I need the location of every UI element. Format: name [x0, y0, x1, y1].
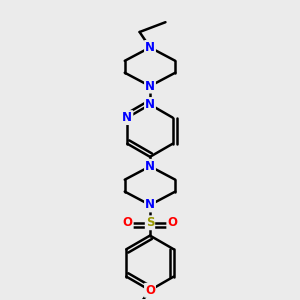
Text: O: O	[123, 216, 133, 229]
Text: O: O	[145, 284, 155, 297]
Text: N: N	[145, 160, 155, 173]
Text: N: N	[145, 98, 155, 111]
Text: N: N	[122, 111, 132, 124]
Text: N: N	[145, 80, 155, 93]
Text: O: O	[167, 216, 177, 229]
Text: N: N	[145, 41, 155, 54]
Text: N: N	[145, 199, 155, 212]
Text: S: S	[146, 216, 154, 229]
